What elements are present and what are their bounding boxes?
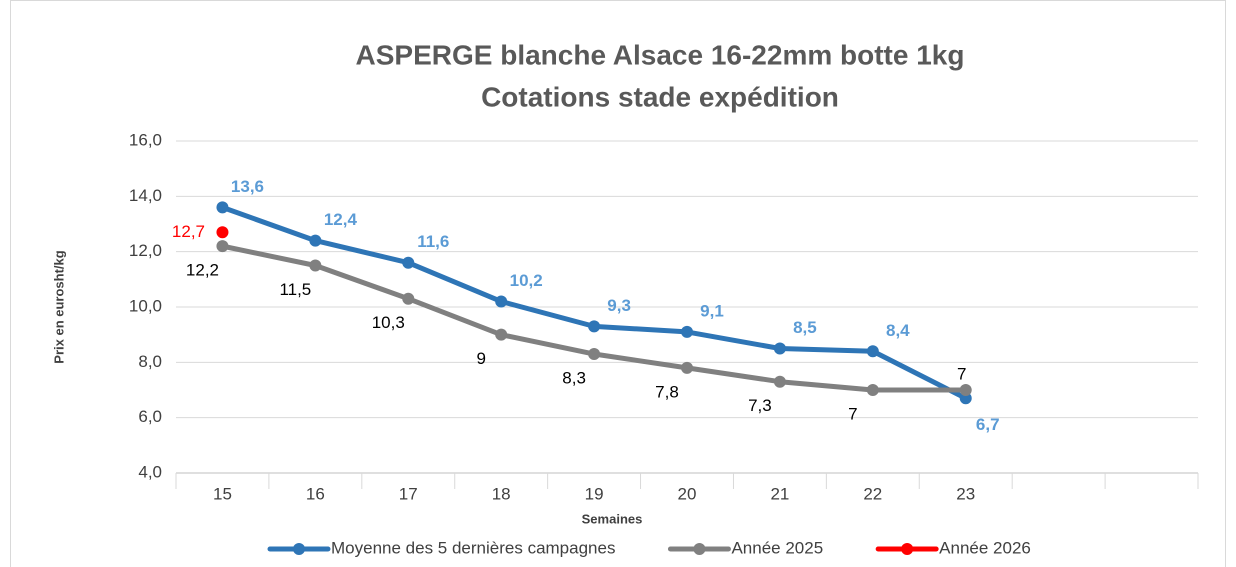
x-tick-label: 16 [306,484,325,503]
x-tick-label: 21 [770,484,789,503]
data-label: 12,7 [172,222,205,241]
legend-marker [693,543,706,555]
x-tick-label: 20 [678,484,697,503]
data-label: 8,3 [562,369,586,388]
point [402,256,415,269]
x-tick-label: 22 [863,484,882,503]
point [309,259,322,272]
chart-subtitle: Cotations stade expédition [481,81,839,112]
y-tick-label: 12,0 [129,241,162,260]
point [959,384,972,396]
y-tick-label: 16,0 [129,130,162,149]
point [216,201,229,214]
point [216,226,229,239]
legend-label: Année 2025 [731,538,823,557]
x-tick-label: 23 [956,484,975,503]
point [866,345,879,358]
point [588,320,601,333]
point [681,361,693,374]
y-tick-label: 8,0 [138,352,162,371]
y-tick-label: 14,0 [129,186,162,205]
data-label: 9,3 [607,296,631,315]
data-label: 11,6 [417,232,449,251]
data-label: 9,1 [700,301,724,320]
x-tick-label: 19 [585,484,604,503]
point [495,328,508,341]
y-axis-title: Prix en eurosht/kg [51,250,66,363]
y-tick-label: 4,0 [138,462,162,481]
x-tick-label: 18 [492,484,511,503]
point [681,325,693,338]
data-label: 7,3 [748,396,772,415]
x-axis-title: Semaines [582,511,643,526]
data-label: 8,4 [886,321,910,340]
data-label: 10,3 [372,313,405,332]
point [773,375,786,388]
legend-marker [901,543,914,555]
point [773,342,786,355]
point [309,234,322,247]
legend-marker [293,543,305,555]
data-label: 12,2 [186,261,219,280]
point [402,292,415,305]
data-label: 13,6 [231,177,264,196]
y-tick-label: 6,0 [138,407,162,426]
point [959,392,972,405]
point [495,295,508,308]
data-label: 7 [848,404,857,423]
data-label: 6,7 [976,415,1000,434]
data-label: 11,5 [279,280,311,299]
legend-label: Moyenne des 5 dernières campagnes [331,538,615,557]
data-label: 10,2 [510,271,543,290]
x-tick-label: 17 [399,484,418,503]
y-tick-label: 10,0 [129,296,162,315]
data-label: 7 [957,364,966,383]
x-tick-label: 15 [213,484,232,503]
data-label: 7,8 [655,382,679,401]
legend-label: Année 2026 [939,538,1031,557]
point [866,384,879,396]
chart-title: ASPERGE blanche Alsace 16-22mm botte 1kg [356,39,965,70]
data-label: 9 [476,349,485,368]
data-label: 12,4 [324,210,358,229]
point [216,240,229,253]
point [588,348,601,361]
data-label: 8,5 [793,318,817,337]
